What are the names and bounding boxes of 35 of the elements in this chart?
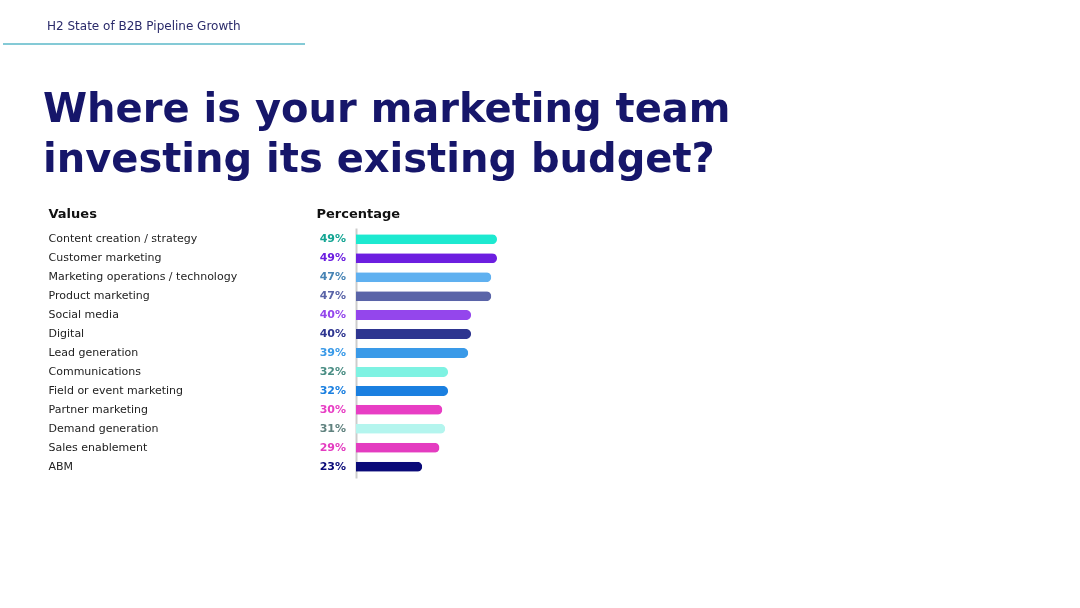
data-label: 32% bbox=[319, 383, 346, 397]
data-label: 49% bbox=[319, 232, 346, 246]
chart-title: Where is your marketing team investing its existing budget? bbox=[43, 85, 731, 181]
data-label: 23% bbox=[319, 459, 346, 473]
y-tick-label: Social media bbox=[48, 308, 119, 322]
bar bbox=[356, 329, 472, 340]
data-label: 29% bbox=[319, 440, 346, 454]
data-label: 40% bbox=[319, 327, 346, 341]
y-tick-label: Lead generation bbox=[48, 346, 139, 359]
y-tick-label: ABM bbox=[48, 459, 74, 473]
y-tick-label: Partner marketing bbox=[48, 402, 149, 416]
data-label: 30% bbox=[319, 402, 346, 416]
data-label: 39% bbox=[319, 346, 346, 359]
data-label: 40% bbox=[319, 308, 346, 322]
y-tick-label: Field or event marketing bbox=[48, 383, 184, 397]
bar bbox=[356, 348, 469, 358]
text: H2 State of B2B Pipeline Growth bbox=[47, 19, 241, 33]
y-axis-title: Values bbox=[48, 205, 98, 221]
y-tick-label: Digital bbox=[48, 327, 85, 341]
y-tick-label: Sales enablement bbox=[48, 440, 149, 454]
y-tick-label: Communications bbox=[48, 364, 142, 378]
data-label: 47% bbox=[319, 289, 346, 303]
y-tick-label: Content creation / strategy bbox=[48, 232, 198, 246]
y-tick-label: Marketing operations / technology bbox=[48, 270, 238, 284]
y-tick-label: Product marketing bbox=[48, 289, 150, 303]
data-label: 47% bbox=[319, 270, 346, 284]
data-label: 31% bbox=[319, 421, 346, 435]
y-tick-label: Demand generation bbox=[48, 421, 159, 435]
y-tick-label: Customer marketing bbox=[48, 251, 162, 265]
data-label: 32% bbox=[319, 364, 346, 378]
data-label: 49% bbox=[319, 251, 346, 265]
bar bbox=[356, 366, 449, 377]
x-axis-title: Percentage bbox=[316, 205, 401, 221]
bar bbox=[356, 310, 472, 321]
bar bbox=[356, 385, 449, 396]
